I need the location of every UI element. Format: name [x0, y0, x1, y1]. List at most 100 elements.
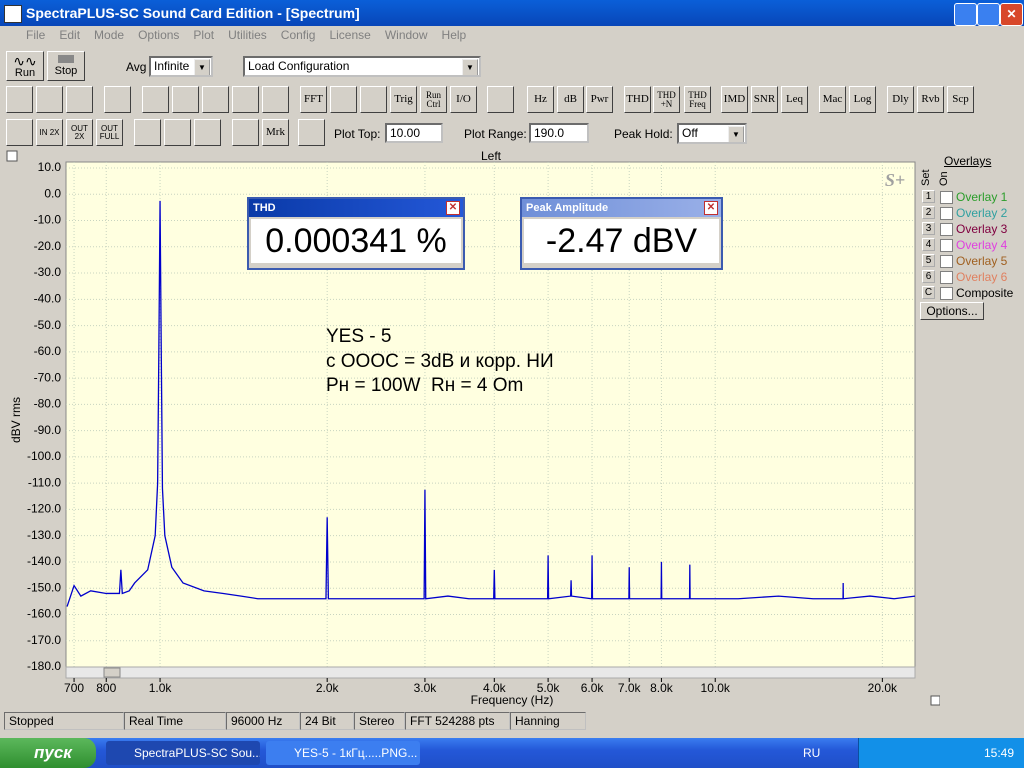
tool-button[interactable]: THD Freq	[684, 86, 711, 113]
start-button[interactable]: пуск	[0, 738, 96, 768]
tool-button[interactable]: SNR	[751, 86, 778, 113]
task-button[interactable]: YES-5 - 1кГц.....PNG...	[266, 741, 420, 765]
menu-item[interactable]: File	[26, 28, 46, 42]
y-tick-label: -170.0	[27, 633, 61, 647]
overlay-check[interactable]	[940, 287, 953, 300]
stop-button[interactable]: Stop	[47, 51, 85, 81]
overlay-set[interactable]: C	[922, 286, 935, 299]
meter-title-bar: Peak Amplitude ✕	[522, 199, 721, 217]
menu-item[interactable]: Mode	[94, 28, 125, 42]
tool-button[interactable]: Trig	[390, 86, 417, 113]
tool-button[interactable]: THD	[624, 86, 651, 113]
menu-item[interactable]: Help	[441, 28, 467, 42]
icon-button[interactable]	[172, 86, 199, 113]
menu-item[interactable]: Edit	[59, 28, 81, 42]
tool-button[interactable]: FFT	[300, 86, 327, 113]
config-select[interactable]: Load Configuration	[243, 56, 481, 77]
zoom-button[interactable]: OUT 2X	[66, 119, 93, 146]
overlay-set[interactable]: 1	[922, 190, 935, 203]
scroll-thumb[interactable]	[103, 667, 121, 678]
icon-button[interactable]	[487, 86, 514, 113]
tool-button[interactable]: I/O	[450, 86, 477, 113]
menu-item[interactable]: Options	[138, 28, 180, 42]
icon-button[interactable]	[298, 119, 325, 146]
overlay-check[interactable]	[940, 271, 953, 284]
icon-button[interactable]	[232, 119, 259, 146]
icon-button[interactable]	[232, 86, 259, 113]
icon-button[interactable]	[6, 86, 33, 113]
language: RU	[803, 746, 821, 760]
task-button[interactable]: SpectraPLUS-SC Sou...	[106, 741, 260, 765]
icon-button[interactable]	[66, 86, 93, 113]
overlay-set[interactable]: 4	[922, 238, 935, 251]
minimize[interactable]	[954, 3, 977, 26]
meter-title: THD	[253, 202, 276, 214]
tool-button[interactable]: Pwr	[586, 86, 613, 113]
expand-box[interactable]	[930, 695, 940, 706]
menu-item[interactable]: Window	[384, 28, 428, 42]
marker-button[interactable]: Mrk	[262, 119, 289, 146]
overlay-set[interactable]: 3	[922, 222, 935, 235]
zoom-button[interactable]: OUT FULL	[96, 119, 123, 146]
overlay-check[interactable]	[940, 191, 953, 204]
tool-button[interactable]: dB	[557, 86, 584, 113]
overlay-check[interactable]	[940, 207, 953, 220]
menu-item[interactable]: Utilities	[228, 28, 267, 42]
x-tick-label: 5.0k	[537, 681, 561, 695]
overlay-set[interactable]: 2	[922, 206, 935, 219]
overlay-check[interactable]	[940, 223, 953, 236]
h-scrollbar[interactable]	[65, 666, 916, 679]
meter-close[interactable]: ✕	[704, 201, 718, 215]
icon-button[interactable]	[142, 86, 169, 113]
close[interactable]: ✕	[1000, 3, 1023, 26]
meter-close[interactable]: ✕	[446, 201, 460, 215]
icon-button[interactable]	[330, 86, 357, 113]
tool-button[interactable]: Hz	[527, 86, 554, 113]
tool-button[interactable]: Run Ctrl	[420, 86, 447, 113]
tool-button[interactable]: THD +N	[653, 86, 680, 113]
x-tick-label: 20.0k	[868, 681, 898, 695]
taskbar: пуск SpectraPLUS-SC Sou... YES-5 - 1кГц..…	[0, 738, 1024, 768]
restore[interactable]	[977, 3, 1000, 26]
overlay-set[interactable]: 6	[922, 270, 935, 283]
overlay-check[interactable]	[940, 239, 953, 252]
icon-button[interactable]	[360, 86, 387, 113]
plot-top[interactable]: 10.00	[385, 123, 443, 143]
overlay-check[interactable]	[940, 255, 953, 268]
tool-button[interactable]: IMD	[721, 86, 748, 113]
icon-button[interactable]	[194, 119, 221, 146]
tool-button[interactable]: Leq	[781, 86, 808, 113]
icon-button[interactable]	[36, 86, 63, 113]
icon-button[interactable]	[134, 119, 161, 146]
avg-select[interactable]: Infinite	[149, 56, 213, 77]
icon-button[interactable]	[164, 119, 191, 146]
menu-item[interactable]: License	[329, 28, 371, 42]
x-tick-label: 3.0k	[414, 681, 438, 695]
tool-button[interactable]: Dly	[887, 86, 914, 113]
tray	[858, 738, 1024, 768]
menu-item[interactable]: Config	[280, 28, 316, 42]
plot-range[interactable]: 190.0	[529, 123, 589, 143]
collapse-box[interactable]	[6, 150, 18, 162]
x-tick-label: 6.0k	[581, 681, 605, 695]
status-cell: FFT 524288 pts	[405, 712, 510, 730]
peak-hold[interactable]: Off	[677, 123, 747, 144]
icon-button[interactable]	[262, 86, 289, 113]
run-button[interactable]: ∿∿ Run	[6, 51, 44, 81]
zoom-button[interactable]: IN 2X	[36, 119, 63, 146]
peak-hold-label: Peak Hold:	[614, 127, 673, 141]
icon-button[interactable]	[6, 119, 33, 146]
window-title: SpectraPLUS-SC Sound Card Edition - [Spe…	[26, 5, 360, 21]
icon-button[interactable]	[202, 86, 229, 113]
plot-area	[65, 161, 916, 679]
y-tick-label: -50.0	[34, 318, 62, 332]
overlay-set[interactable]: 5	[922, 254, 935, 267]
tool-button[interactable]: Rvb	[917, 86, 944, 113]
icon-button[interactable]	[104, 86, 131, 113]
tool-button[interactable]: Log	[849, 86, 876, 113]
overlay-options[interactable]: Options...	[920, 302, 984, 320]
menu-item[interactable]: Plot	[193, 28, 215, 42]
tool-button[interactable]: Scp	[947, 86, 974, 113]
tool-button[interactable]: Mac	[819, 86, 846, 113]
